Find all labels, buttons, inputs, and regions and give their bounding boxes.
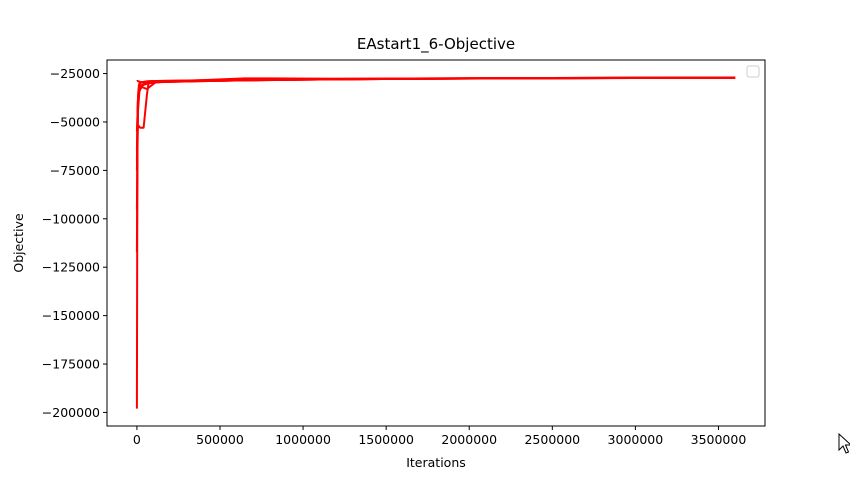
chart-title: EAstart1_6-Objective — [357, 35, 515, 54]
x-tick-label: 3500000 — [691, 432, 747, 447]
x-tick-label: 1000000 — [275, 432, 331, 447]
y-tick-label: −75000 — [50, 163, 100, 178]
y-axis-label: Objective — [11, 213, 26, 273]
x-axis-label: Iterations — [406, 455, 466, 470]
y-tick-label: −125000 — [42, 260, 100, 275]
x-tick-label: 1500000 — [358, 432, 414, 447]
series-line-6 — [135, 76, 736, 210]
y-tick-label: −25000 — [50, 66, 100, 81]
y-tick-label: −200000 — [42, 405, 100, 420]
mouse-pointer-icon — [838, 433, 850, 454]
y-tick-label: −150000 — [42, 308, 100, 323]
series-line-8 — [135, 76, 736, 161]
x-axis-ticks: 0 500000 1000000 1500000 2000000 2500000 30000… — [133, 426, 746, 447]
x-tick-label: 3000000 — [608, 432, 664, 447]
y-tick-label: −50000 — [50, 114, 100, 129]
x-tick-label: 2000000 — [441, 432, 497, 447]
series-line-3 — [135, 76, 736, 171]
y-tick-label: −100000 — [42, 211, 100, 226]
legend-box — [746, 65, 760, 78]
x-tick-label: 0 — [133, 432, 141, 447]
series-line-7 — [135, 76, 736, 132]
x-tick-label: 2500000 — [524, 432, 580, 447]
series-line-1 — [135, 76, 736, 409]
y-tick-label: −175000 — [42, 357, 100, 372]
y-axis-ticks: −25000 −50000 −75000 −100000 −125000 −150000 −… — [42, 66, 107, 420]
plot-area-frame — [106, 59, 766, 427]
x-tick-label: 500000 — [196, 432, 244, 447]
chart-marks — [135, 76, 736, 409]
series-line-2 — [135, 76, 736, 252]
series-line-4 — [135, 76, 736, 152]
